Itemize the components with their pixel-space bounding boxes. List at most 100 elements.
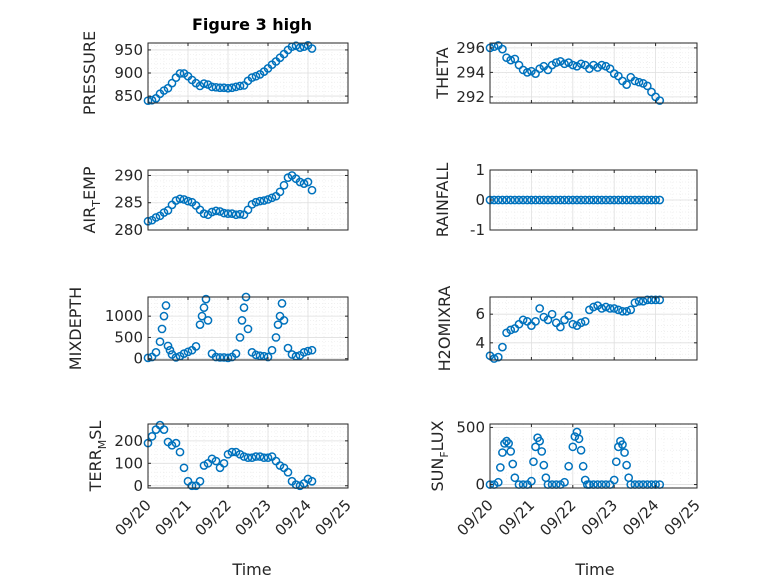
y-axis-label-main: RAINFALL bbox=[433, 163, 452, 238]
data-point bbox=[498, 342, 507, 352]
data-point bbox=[576, 195, 586, 205]
data-point bbox=[291, 41, 301, 51]
axes-box bbox=[147, 296, 349, 361]
data-point bbox=[556, 322, 565, 332]
data-point bbox=[618, 195, 627, 205]
data-point bbox=[601, 195, 611, 205]
y-axis-label-main: TERR bbox=[86, 449, 105, 492]
data-point bbox=[543, 315, 553, 325]
data-point bbox=[522, 195, 532, 205]
y-axis-label: RAINFALL bbox=[433, 163, 452, 238]
data-point bbox=[165, 345, 175, 355]
data-point bbox=[593, 195, 602, 205]
data-point bbox=[489, 354, 499, 363]
y-tick-label: 200 bbox=[114, 432, 143, 450]
data-point bbox=[506, 447, 516, 456]
y-axis-label-main: SUN bbox=[428, 458, 447, 492]
data-point bbox=[211, 352, 221, 362]
data-point bbox=[251, 71, 261, 81]
x-tick-label: 09/22 bbox=[536, 496, 579, 539]
data-point bbox=[547, 195, 557, 205]
data-point bbox=[597, 304, 607, 313]
y-axis-label-main: MIXDEPTH bbox=[66, 287, 85, 370]
data-point bbox=[634, 77, 644, 87]
data-point bbox=[535, 195, 545, 205]
data-point bbox=[630, 195, 640, 205]
y-tick-label: 0 bbox=[133, 350, 143, 368]
data-point bbox=[605, 195, 615, 205]
x-tick-label: 09/23 bbox=[578, 496, 621, 539]
data-point bbox=[215, 83, 225, 93]
data-point bbox=[638, 296, 648, 306]
y-tick-label: 0 bbox=[475, 476, 485, 494]
data-point bbox=[299, 347, 309, 357]
panel-mixdepth: 0 500 1000 MIXDEPTH bbox=[66, 287, 349, 370]
data-point bbox=[179, 463, 189, 473]
y-axis-label: MIXDEPTH bbox=[66, 287, 85, 370]
data-point bbox=[605, 304, 615, 313]
data-point bbox=[211, 82, 221, 92]
data-point bbox=[235, 81, 245, 91]
data-point bbox=[227, 447, 237, 457]
data-point bbox=[243, 205, 253, 215]
y-tick-label: 100 bbox=[114, 454, 143, 472]
x-tick-label: 09/21 bbox=[152, 496, 195, 539]
data-point bbox=[510, 473, 520, 483]
data-point bbox=[219, 208, 229, 218]
data-point bbox=[275, 187, 285, 197]
data-point bbox=[263, 195, 273, 204]
data-point bbox=[568, 195, 578, 205]
data-point bbox=[163, 206, 173, 215]
x-tick-label: 09/22 bbox=[192, 496, 235, 539]
data-point bbox=[531, 442, 540, 452]
data-point bbox=[642, 195, 652, 205]
data-point bbox=[159, 425, 169, 434]
data-point bbox=[283, 467, 293, 477]
data-point bbox=[307, 476, 317, 486]
data-point bbox=[157, 324, 167, 334]
panel-terr_msl: 0100200TERRMSL09/2009/2109/2209/2309/240… bbox=[86, 421, 355, 540]
panel-rainfall: -1 0 1 RAINFALL bbox=[433, 161, 698, 239]
y-axis-label-rest: SL bbox=[86, 421, 105, 440]
data-point bbox=[259, 196, 269, 205]
data-point bbox=[537, 447, 547, 456]
x-axis-label-right: Time bbox=[574, 560, 614, 579]
panel-h2omixra: 4 6 H2OMIXRA bbox=[435, 286, 698, 372]
data-point bbox=[535, 436, 545, 446]
panel-air_temp: 280 285 290 AIRTEMP bbox=[80, 166, 349, 239]
data-point bbox=[622, 80, 631, 89]
data-point bbox=[307, 345, 317, 355]
data-point bbox=[219, 458, 229, 468]
x-tick-label: 09/21 bbox=[495, 496, 538, 539]
data-point bbox=[502, 436, 511, 446]
data-point bbox=[211, 456, 221, 466]
data-point bbox=[611, 457, 621, 467]
data-point bbox=[543, 195, 553, 205]
x-tick-label: 09/25 bbox=[661, 496, 704, 539]
x-tick-label: 09/24 bbox=[619, 496, 662, 539]
data-point bbox=[626, 195, 636, 205]
data-point bbox=[539, 195, 549, 205]
data-point bbox=[510, 195, 520, 205]
data-point bbox=[255, 196, 265, 206]
y-tick-label: 0 bbox=[475, 191, 485, 209]
data-point bbox=[551, 195, 561, 205]
data-point bbox=[303, 177, 313, 187]
y-axis-label-main: AIR bbox=[80, 207, 99, 234]
y-tick-label: 294 bbox=[456, 63, 485, 81]
x-axis-label-left: Time bbox=[231, 560, 271, 579]
data-point bbox=[167, 78, 177, 88]
data-point bbox=[560, 59, 569, 69]
data-point bbox=[223, 83, 233, 93]
data-point bbox=[199, 79, 209, 88]
data-point bbox=[207, 82, 217, 92]
x-tick-label: 09/23 bbox=[232, 496, 275, 539]
y-axis-label-main: H2OMIXRA bbox=[435, 286, 454, 372]
axes-box bbox=[147, 169, 349, 231]
plot-area bbox=[490, 424, 697, 488]
data-point bbox=[609, 304, 619, 313]
data-point bbox=[191, 342, 201, 351]
data-point bbox=[655, 96, 665, 105]
data-point bbox=[211, 206, 221, 216]
